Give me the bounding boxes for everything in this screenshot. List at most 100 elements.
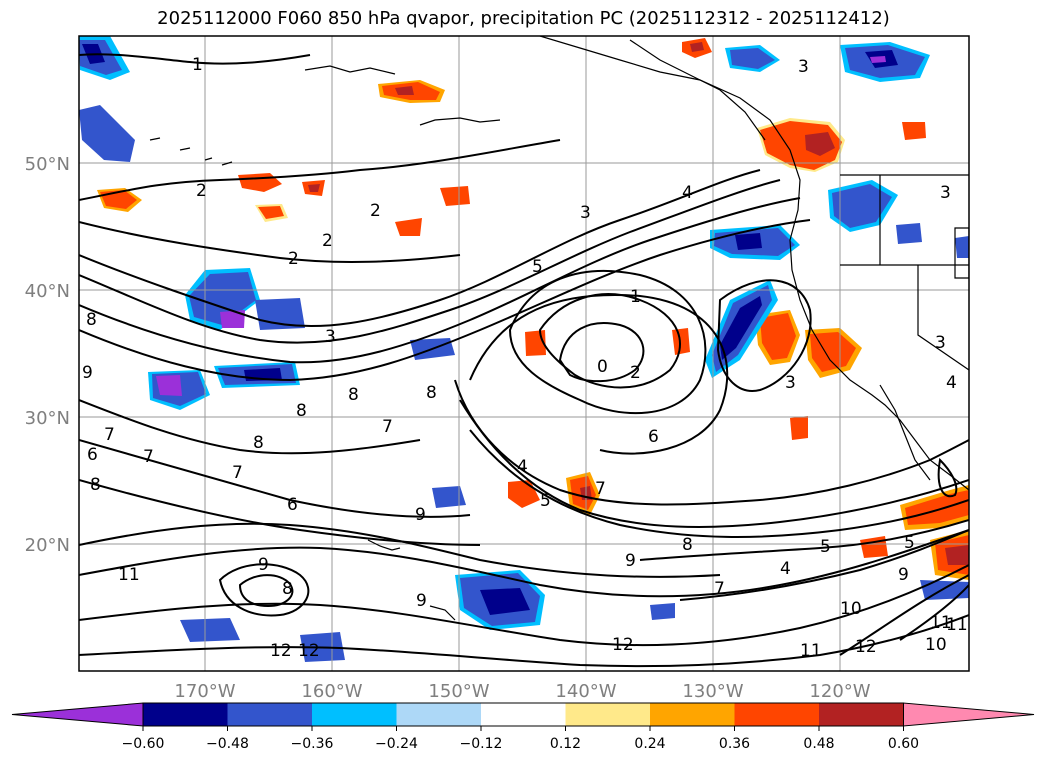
contour-label: 8 [426, 383, 437, 403]
lat-label: 20°N [25, 535, 70, 556]
contour-label: 2 [630, 363, 641, 383]
colorbar-tick-label: −0.48 [206, 736, 249, 752]
contour-label: 9 [625, 551, 636, 571]
contour-label: 8 [90, 475, 101, 495]
colorbar-segment [565, 703, 650, 726]
contour-label: 4 [682, 183, 693, 203]
lon-label: 160°W [301, 681, 362, 702]
anomaly-patch-bc-coast [757, 118, 845, 172]
contour-label: 11 [930, 613, 952, 633]
latitude-labels: 50°N 40°N 30°N 20°N [25, 154, 70, 556]
colorbar-segment [650, 703, 735, 726]
contour-label: 6 [648, 427, 659, 447]
contour-label: 7 [232, 463, 243, 483]
contour-label: 9 [258, 555, 269, 575]
contour-label: 6 [87, 445, 98, 465]
contour-label: 2 [288, 249, 299, 269]
contour-label: 8 [86, 310, 97, 330]
lat-label: 40°N [25, 281, 70, 302]
contour-label: 5 [540, 491, 551, 511]
contour-label: 3 [580, 203, 591, 223]
contour-label: 12 [855, 637, 877, 657]
colorbar-tick-label: 0.60 [888, 736, 919, 752]
lon-label: 140°W [555, 681, 616, 702]
map-layers: 1 2 2 2 2 3 3 4 5 1 0 2 3 4 4 5 6 7 7 7 … [79, 36, 969, 671]
colorbar-segment [312, 703, 397, 726]
lon-label: 170°W [174, 681, 235, 702]
contour-label: 3 [785, 373, 796, 393]
colorbar-segment [143, 703, 228, 726]
anomaly-patch-alaska-gulf [378, 80, 445, 103]
contour-label: 5 [532, 257, 543, 277]
lon-label: 120°W [809, 681, 870, 702]
colorbar-arrow-left [11, 702, 144, 727]
contour-label: 0 [597, 357, 608, 377]
contour-label: 8 [296, 401, 307, 421]
contour-label: 7 [104, 425, 115, 445]
contour-label: 6 [287, 495, 298, 515]
contour-label: 2 [196, 181, 207, 201]
contour-label: 7 [714, 579, 725, 599]
contour-label: 8 [348, 385, 359, 405]
contour-label: 9 [416, 591, 427, 611]
contour-label: 9 [415, 505, 426, 525]
contour-label: 3 [325, 327, 336, 347]
contour-label: 10 [925, 635, 947, 655]
qvapor-contours [79, 53, 969, 668]
contour-label: 11 [118, 565, 140, 585]
contour-label: 2 [370, 201, 381, 221]
lon-label: 150°W [428, 681, 489, 702]
contour-label: 7 [143, 447, 154, 467]
colorbar-tick-label: −0.60 [122, 736, 165, 752]
map-title: 2025112000 F060 850 hPa qvapor, precipit… [157, 8, 890, 29]
colorbar: −0.60 −0.48 −0.36 −0.24 −0.12 0.12 0.24 0.36 0.4… [11, 702, 1035, 752]
contour-label: 7 [382, 417, 393, 437]
contour-label: 10 [840, 599, 862, 619]
anomaly-patch-southwest [180, 618, 240, 642]
contour-label: 8 [282, 579, 293, 599]
contour-label: 7 [595, 479, 606, 499]
colorbar-arrow-right [903, 702, 1035, 727]
colorbar-segment [481, 703, 566, 726]
contour-labels: 1 2 2 2 2 3 3 4 5 1 0 2 3 4 4 5 6 7 7 7 … [82, 55, 968, 661]
anomaly-patch-west-coast [79, 105, 135, 162]
colorbar-tick-label: −0.12 [460, 736, 503, 752]
contour-label: 5 [904, 533, 915, 553]
contour-label: 1 [630, 287, 641, 307]
contour-label: 12 [270, 641, 292, 661]
colorbar-tick-label: 0.12 [550, 736, 581, 752]
contour-label: 4 [780, 559, 791, 579]
colorbar-segment [734, 703, 819, 726]
colorbar-outline [142, 702, 904, 727]
contour-label: 4 [517, 457, 528, 477]
contour-label: 5 [820, 537, 831, 557]
contour-label: 8 [253, 433, 264, 453]
contour-label: 9 [898, 565, 909, 585]
colorbar-segment [396, 703, 481, 726]
contour-label: 11 [946, 615, 968, 635]
colorbar-tick-label: 0.48 [803, 736, 834, 752]
map-frame [78, 35, 970, 672]
contour-label: 8 [682, 535, 693, 555]
colorbar-tick-label: 0.36 [719, 736, 750, 752]
lat-label: 50°N [25, 154, 70, 175]
lat-label: 30°N [25, 408, 70, 429]
colorbar-tick-label: −0.36 [291, 736, 334, 752]
contour-label: 2 [322, 231, 333, 251]
contour-label: 12 [612, 635, 634, 655]
colorbar-segment [819, 703, 904, 726]
anomaly-patch-mid-1 [440, 186, 470, 206]
contour-label: 11 [800, 641, 822, 661]
contour-label: 3 [935, 333, 946, 353]
colorbar-tick-label: −0.24 [375, 736, 418, 752]
contour-label: 4 [946, 373, 957, 393]
contour-label: 12 [298, 641, 320, 661]
longitude-labels: 170°W 160°W 150°W 140°W 130°W 120°W [174, 681, 870, 702]
positive-anomaly-patches [97, 38, 969, 580]
contour-label: 1 [192, 55, 203, 75]
colorbar-segment [227, 703, 312, 726]
contour-label: 3 [798, 57, 809, 77]
coastlines [149, 36, 969, 621]
contour-label: 9 [82, 363, 93, 383]
